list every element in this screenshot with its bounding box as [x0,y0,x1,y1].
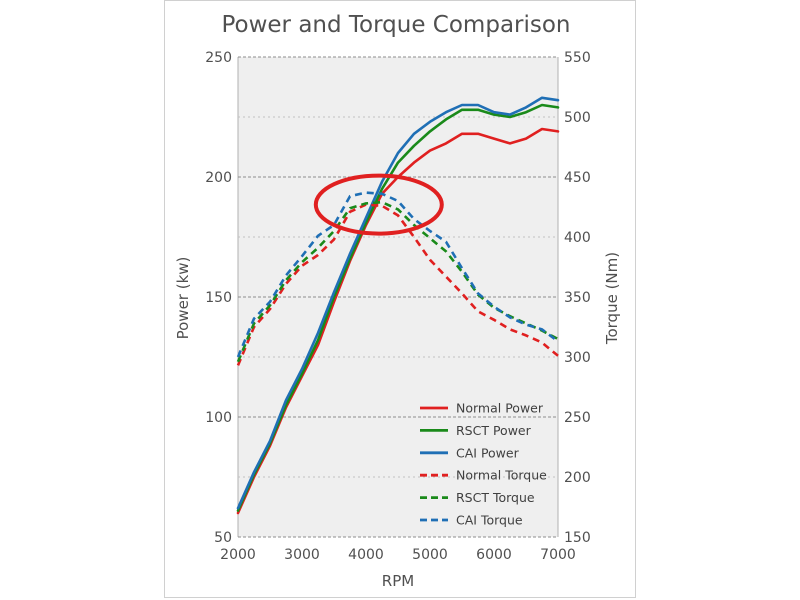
x-tick-label: 3000 [284,547,320,563]
y-axis-right-label: Torque (Nm) [603,252,621,345]
legend-label: CAI Power [456,445,520,460]
series-line-normal-torque [236,203,559,366]
y-axis-left-label: Power (kw) [174,257,192,340]
y-right-tick-label: 550 [564,50,591,66]
y-right-tick-label: 200 [564,470,591,486]
y-right-tick-label: 300 [564,350,591,366]
x-axis-label: RPM [382,572,414,590]
legend-label: CAI Torque [456,513,523,528]
y-right-tick-label: 500 [564,110,591,126]
y-left-tick-label: 200 [205,170,232,186]
y-left-tick-label: 100 [205,410,232,426]
series-lines [236,96,560,515]
legend-label: RSCT Power [456,423,532,438]
y-right-tick-label: 400 [564,230,591,246]
x-tick-label: 5000 [412,547,448,563]
series-line-rsct-power [236,103,560,512]
annotation-layer [313,173,444,236]
y-right-tick-label: 250 [564,410,591,426]
y-right-tick-label: 350 [564,290,591,306]
y-right-tick-label: 450 [564,170,591,186]
series-line-cai-power [236,96,560,510]
legend: Normal Power RSCT Power CAI Power Normal To… [420,401,547,528]
y-left-tick-label: 50 [214,530,232,546]
x-tick-label: 4000 [348,547,384,563]
x-tick-label: 7000 [540,547,576,563]
plot-background [237,56,559,538]
legend-label: Normal Power [456,401,544,416]
x-tick-label: 2000 [220,547,256,563]
series-line-rsct-torque [236,200,559,363]
highlight-ellipse [313,173,444,236]
y-right-tick-label: 150 [564,530,591,546]
legend-label: RSCT Torque [456,490,535,505]
y-left-tick-label: 250 [205,50,232,66]
legend-label: Normal Torque [456,468,547,483]
tick-labels: 2000 3000 4000 5000 6000 7000 50 100 150 200 250 15… [205,50,590,563]
y-left-tick-label: 150 [205,290,232,306]
chart-title: Power and Torque Comparison [221,12,570,38]
x-tick-label: 6000 [476,547,512,563]
